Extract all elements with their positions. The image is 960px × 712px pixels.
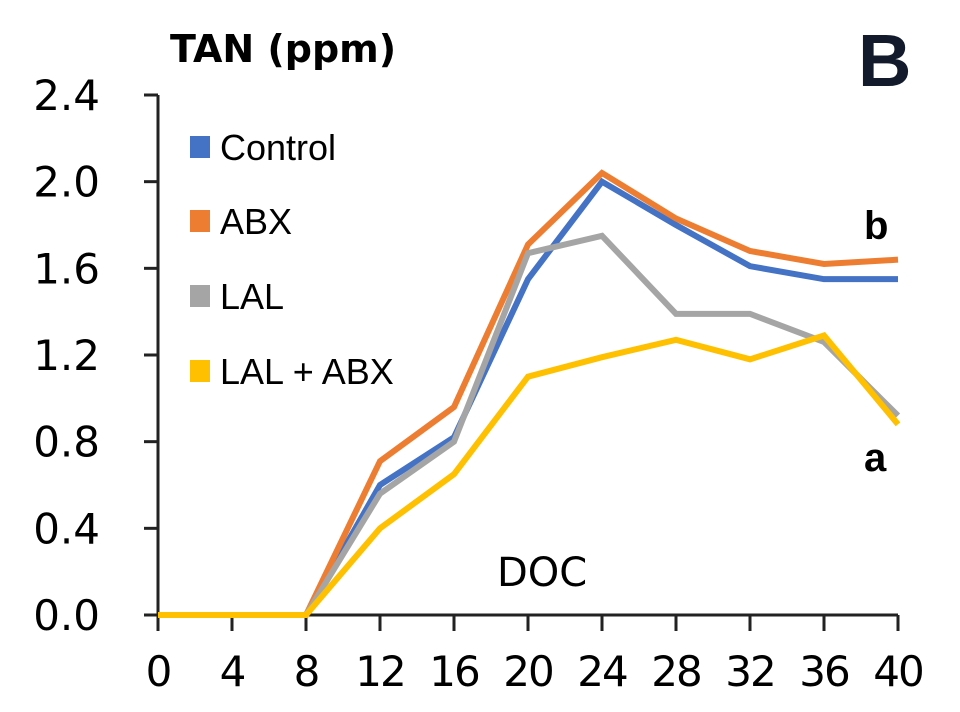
x-tick-label: 4 [220, 647, 245, 696]
legend-label: LAL + ABX [220, 351, 394, 392]
x-tick-label: 24 [577, 647, 627, 696]
x-tick-labels: 0 4 8 12 16 20 24 28 32 36 40 [146, 647, 925, 696]
y-tick-label: 0.4 [33, 504, 100, 553]
x-tick-label: 8 [294, 647, 319, 696]
x-tick-label: 28 [651, 647, 700, 696]
y-axis-title: TAN (ppm) [170, 27, 396, 71]
x-tick-label: 36 [799, 647, 849, 696]
panel-label: B [858, 19, 911, 102]
legend-swatch [190, 285, 210, 307]
legend-swatch [190, 210, 210, 232]
y-tick-label: 1.6 [33, 244, 100, 293]
x-tick-label: 40 [873, 647, 922, 696]
series-layer [157, 169, 901, 618]
x-tick-label: 16 [429, 647, 479, 696]
y-tick-label: 1.2 [33, 331, 100, 380]
legend-label: LAL [220, 276, 284, 317]
y-tick-labels: 0.0 0.4 0.8 1.2 1.6 2.0 2.4 [33, 71, 100, 640]
legend-item: ABX [190, 201, 292, 242]
y-tick-label: 2.0 [33, 158, 100, 207]
legend-label: Control [220, 127, 336, 168]
legend-item: Control [190, 127, 336, 168]
legend-item: LAL [190, 276, 284, 317]
y-tick-label: 0.8 [33, 418, 100, 467]
x-tick-label: 32 [725, 647, 774, 696]
legend-item: LAL + ABX [190, 351, 394, 392]
x-tick-label: 0 [146, 647, 171, 696]
y-tick-label: 0.0 [33, 591, 100, 640]
annotation-a: a [864, 436, 887, 480]
legend-swatch [190, 136, 210, 158]
x-tick-label: 12 [355, 647, 404, 696]
y-tick-label: 2.4 [33, 71, 100, 120]
x-axis-title: DOC [497, 550, 587, 596]
legend-label: ABX [220, 201, 292, 242]
annotation-b: b [864, 204, 888, 248]
x-tick-label: 20 [503, 647, 552, 696]
legend-swatch [190, 360, 210, 382]
legend: Control ABX LAL LAL + ABX [190, 127, 394, 392]
